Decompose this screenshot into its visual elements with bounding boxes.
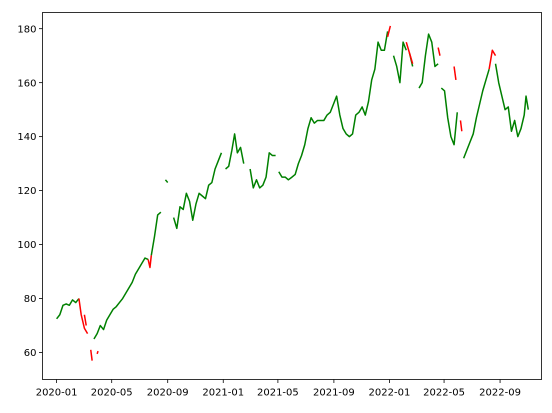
series-0-segment-5: [225, 133, 245, 170]
x-tick-label-0: 2020-01: [36, 388, 78, 399]
series-1-segment-7: [437, 47, 441, 56]
series-0-segment-10: [418, 33, 439, 89]
y-axis: 60 80 100 120 140 160 180: [17, 24, 43, 359]
x-tick-label-1: 2020-05: [91, 388, 133, 399]
series-1: [78, 25, 497, 361]
plot-frame: [42, 12, 542, 380]
series-1-segment-2: [90, 349, 93, 361]
y-tick-label-3: 120: [17, 186, 36, 197]
y-tick-label-0: 60: [24, 348, 37, 359]
series-0: [56, 31, 530, 340]
y-tick-label-5: 160: [17, 78, 36, 89]
series-0-segment-0: [56, 298, 80, 320]
series-0-segment-13: [494, 63, 530, 138]
x-tick-label-6: 2022-01: [369, 388, 411, 399]
series-layer: [56, 25, 530, 361]
x-tick-label-2: 2020-09: [147, 388, 189, 399]
series-1-segment-4: [147, 255, 153, 269]
x-axis: 2020-01 2020-05 2020-09 2021-01 2021-05 2021-…: [36, 379, 521, 399]
series-1-segment-9: [459, 120, 463, 132]
series-1-segment-10: [488, 49, 497, 70]
y-tick-label-6: 180: [17, 24, 36, 35]
series-0-segment-6: [249, 152, 276, 189]
series-1-segment-3: [96, 350, 99, 355]
x-tick-label-5: 2021-09: [313, 388, 355, 399]
y-tick-label-2: 100: [17, 240, 36, 251]
y-tick-label-1: 80: [24, 294, 37, 305]
x-tick-label-8: 2022-09: [479, 388, 521, 399]
series-1-segment-1: [83, 314, 87, 326]
x-tick-label-3: 2021-01: [202, 388, 244, 399]
series-1-segment-5: [386, 25, 392, 37]
series-0-segment-2: [150, 211, 162, 256]
series-0-segment-3: [164, 179, 169, 183]
series-0-segment-8: [392, 41, 407, 84]
series-1-segment-8: [453, 66, 457, 81]
x-tick-label-4: 2021-05: [257, 388, 299, 399]
series-0-segment-12: [462, 68, 490, 159]
series-1-segment-0: [78, 298, 89, 335]
series-0-segment-4: [172, 152, 223, 230]
series-1-segment-6: [405, 41, 414, 64]
y-tick-label-4: 140: [17, 132, 36, 143]
series-0-segment-7: [278, 31, 389, 181]
series-0-segment-1: [93, 257, 149, 340]
series-0-segment-11: [440, 87, 459, 146]
x-tick-label-7: 2022-05: [423, 388, 465, 399]
